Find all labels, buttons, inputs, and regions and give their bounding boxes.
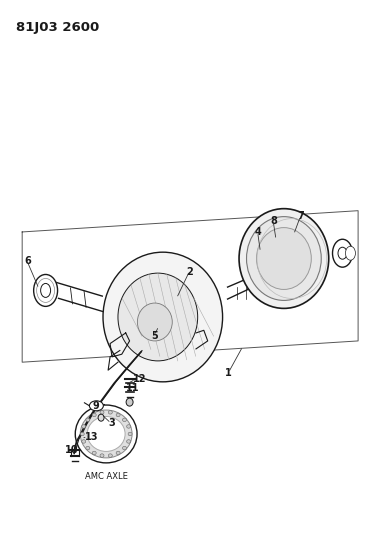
Text: 11: 11 bbox=[126, 383, 139, 393]
Ellipse shape bbox=[338, 247, 347, 259]
Ellipse shape bbox=[82, 440, 86, 443]
Ellipse shape bbox=[87, 416, 125, 451]
Ellipse shape bbox=[256, 228, 311, 289]
Ellipse shape bbox=[89, 401, 103, 411]
Ellipse shape bbox=[82, 425, 86, 428]
Ellipse shape bbox=[126, 398, 133, 406]
Ellipse shape bbox=[34, 274, 58, 306]
Ellipse shape bbox=[86, 418, 90, 422]
Ellipse shape bbox=[137, 303, 172, 341]
Text: 7: 7 bbox=[298, 211, 304, 221]
Text: 2: 2 bbox=[186, 267, 193, 277]
Ellipse shape bbox=[41, 284, 51, 297]
Ellipse shape bbox=[100, 410, 104, 414]
Ellipse shape bbox=[75, 405, 137, 463]
Ellipse shape bbox=[92, 413, 96, 417]
Ellipse shape bbox=[103, 252, 223, 382]
Text: 5: 5 bbox=[151, 330, 158, 341]
Text: 81J03 2600: 81J03 2600 bbox=[16, 21, 100, 34]
Text: 13: 13 bbox=[85, 432, 98, 442]
Text: 6: 6 bbox=[24, 256, 31, 266]
Text: 12: 12 bbox=[133, 374, 146, 384]
Ellipse shape bbox=[116, 451, 120, 455]
Ellipse shape bbox=[108, 410, 112, 414]
Text: 4: 4 bbox=[254, 227, 261, 237]
Ellipse shape bbox=[116, 413, 120, 417]
Ellipse shape bbox=[239, 208, 329, 309]
Text: AMC AXLE: AMC AXLE bbox=[85, 472, 128, 481]
Ellipse shape bbox=[247, 216, 321, 301]
Ellipse shape bbox=[122, 418, 127, 422]
Text: 3: 3 bbox=[108, 418, 115, 429]
Text: 9: 9 bbox=[93, 401, 99, 411]
Text: 10: 10 bbox=[65, 445, 79, 455]
Ellipse shape bbox=[108, 454, 112, 457]
Ellipse shape bbox=[98, 414, 104, 421]
Text: 8: 8 bbox=[270, 216, 277, 227]
Ellipse shape bbox=[127, 440, 131, 443]
Ellipse shape bbox=[118, 273, 198, 361]
Ellipse shape bbox=[128, 432, 132, 435]
Ellipse shape bbox=[80, 410, 132, 458]
Ellipse shape bbox=[92, 451, 96, 455]
Text: 1: 1 bbox=[225, 368, 232, 378]
Ellipse shape bbox=[332, 239, 352, 267]
Ellipse shape bbox=[345, 246, 356, 260]
Ellipse shape bbox=[122, 446, 127, 450]
Ellipse shape bbox=[127, 425, 131, 428]
Ellipse shape bbox=[86, 446, 90, 450]
Ellipse shape bbox=[80, 432, 84, 435]
Ellipse shape bbox=[100, 454, 104, 457]
